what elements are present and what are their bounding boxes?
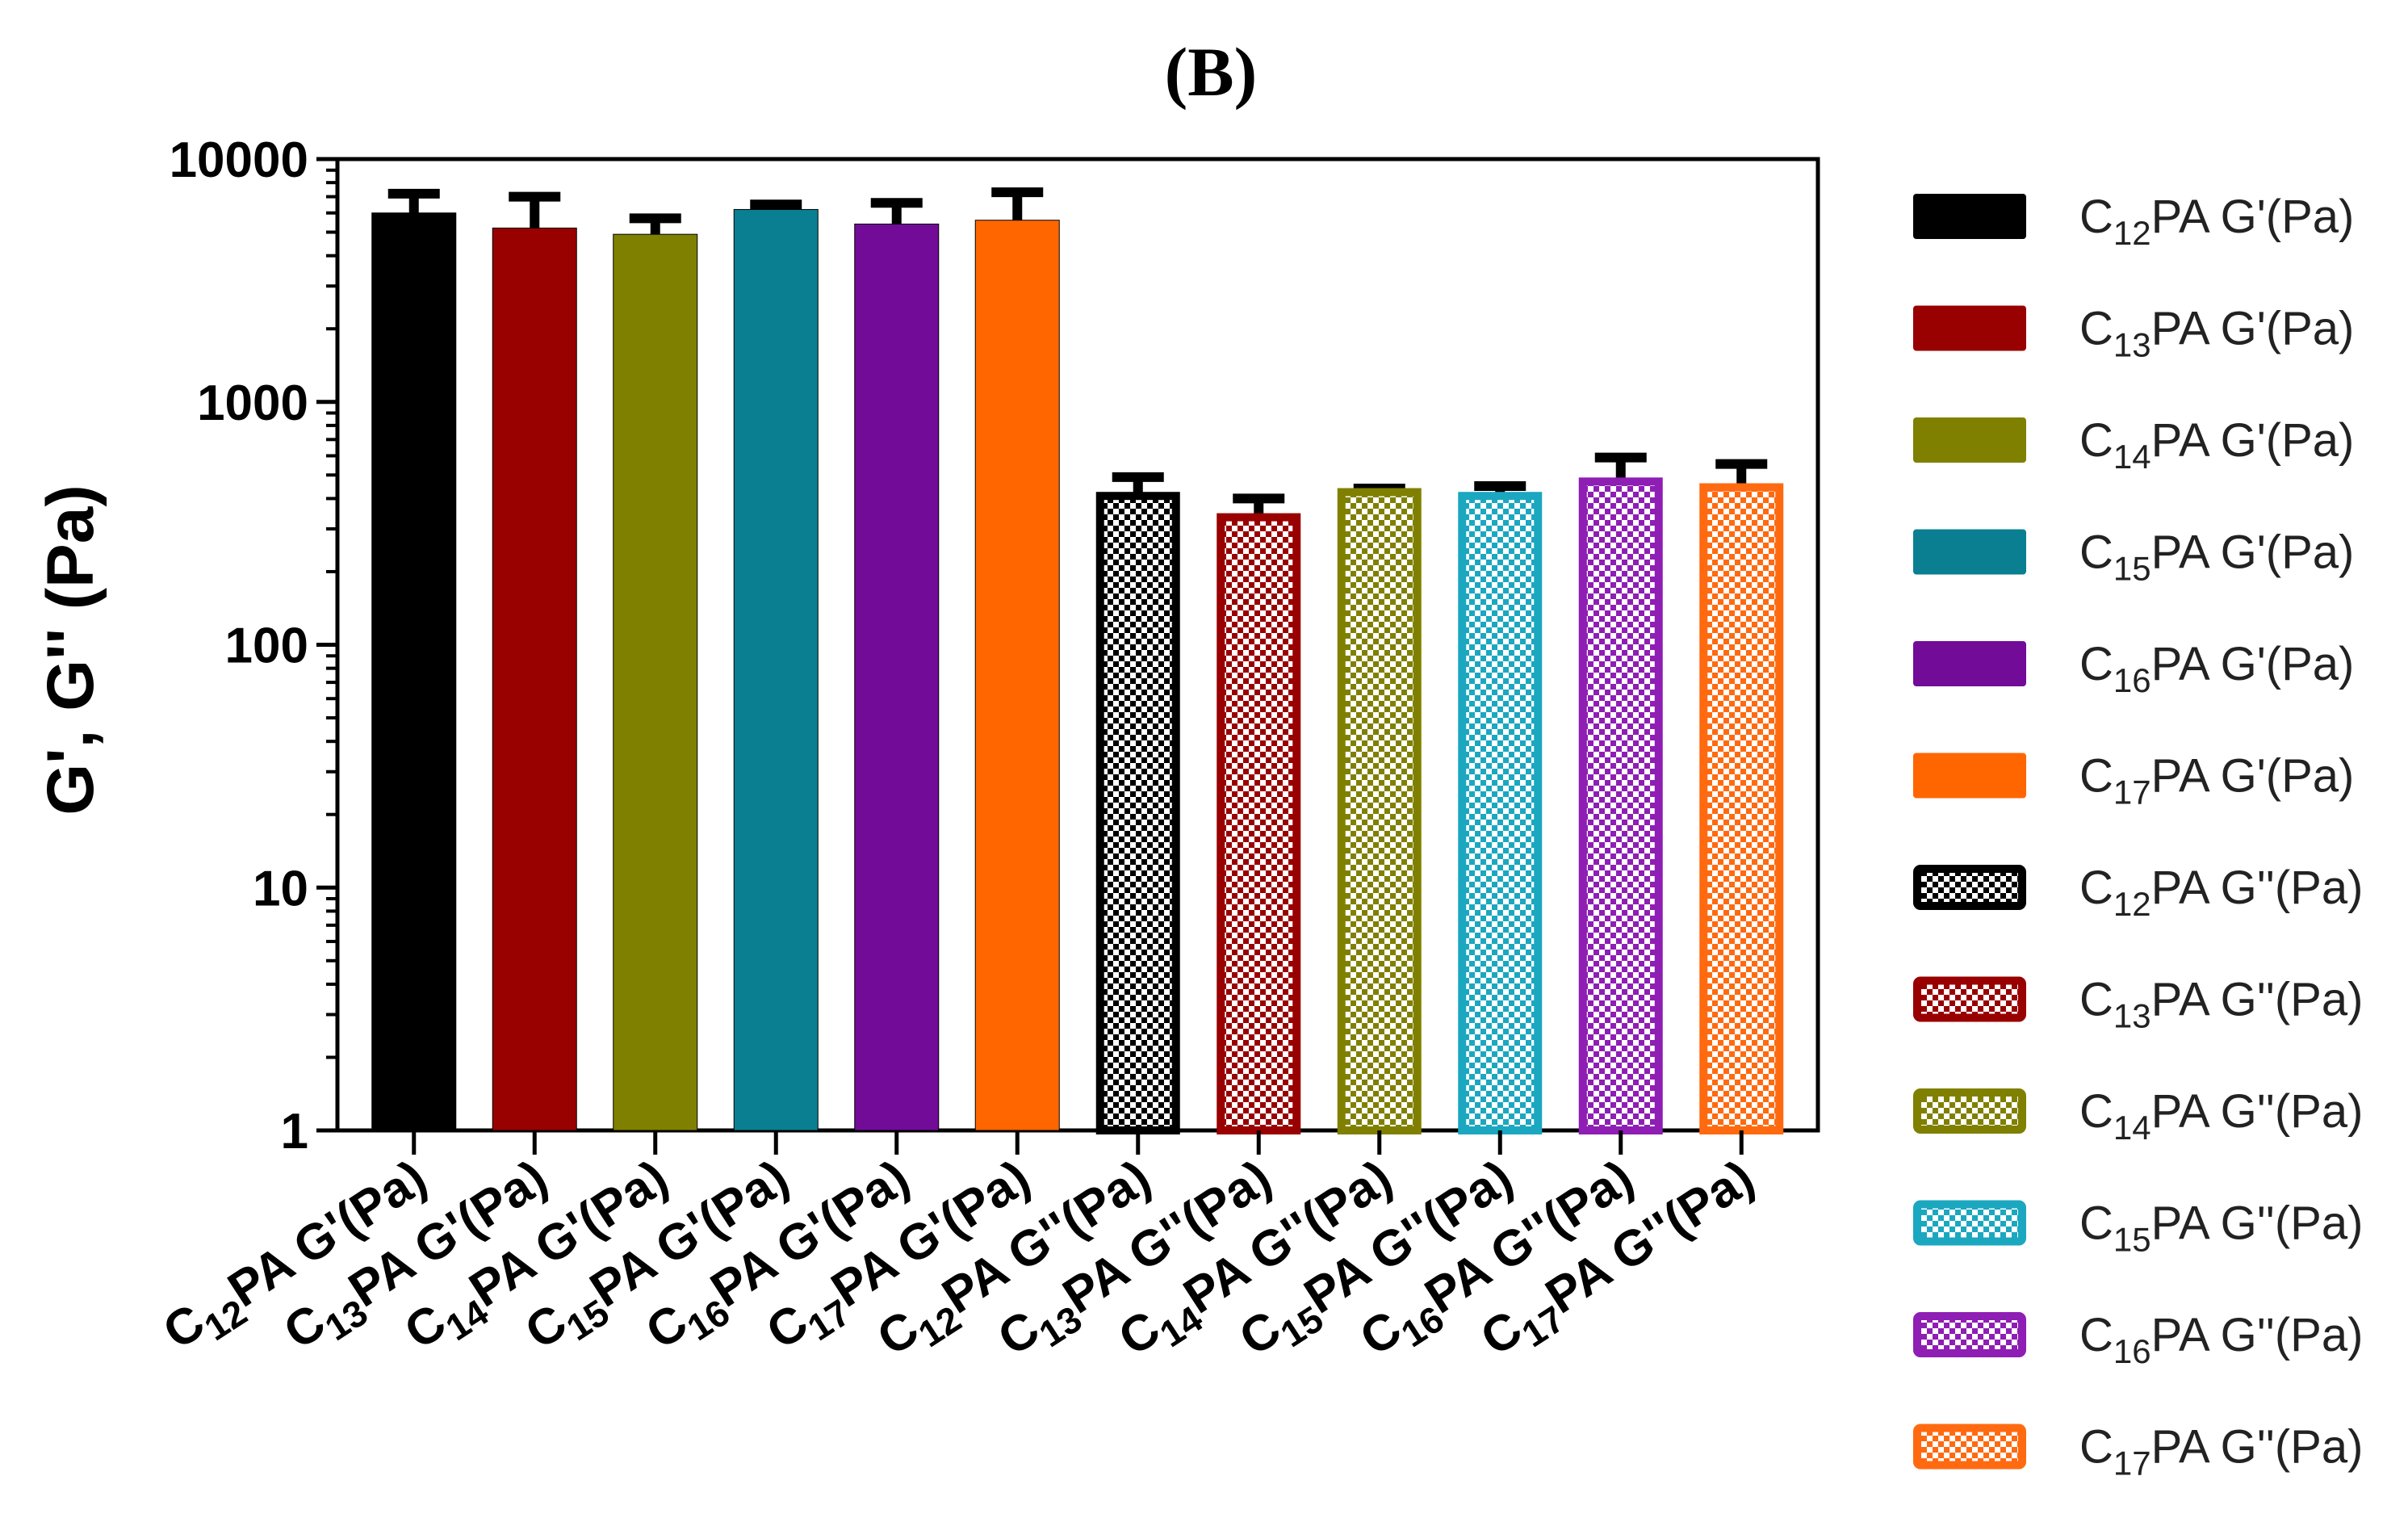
legend-swatch [1913,529,2026,575]
legend: C12PA G'(Pa) C13PA G'(Pa) C14PA G'(Pa) C15P… [1913,191,2363,1482]
bar [974,220,1060,1131]
legend-swatch [1913,1088,2026,1134]
legend-swatch [1913,865,2026,910]
legend-label: C17PA G'(Pa) [2079,750,2354,811]
y-tick-label: 10 [253,861,308,916]
legend-swatch [1913,1424,2026,1470]
legend-label: C15PA G''(Pa) [2079,1197,2363,1259]
legend-item: C16PA G''(Pa) [1913,1309,2363,1370]
legend-label: C13PA G''(Pa) [2079,974,2363,1035]
legend-swatch [1913,194,2026,239]
bar [613,233,698,1131]
legend-swatch [1913,1312,2026,1357]
bar-group: C12PA G'(Pa) [153,188,457,1361]
legend-item: C15PA G'(Pa) [1913,526,2354,588]
y-tick-label: 1 [281,1104,308,1159]
y-tick-label: 100 [225,619,308,674]
bar [1337,488,1422,1134]
bar [1095,492,1180,1134]
y-tick-label: 10000 [170,132,308,188]
bar [492,227,577,1131]
legend-swatch [1913,417,2026,463]
legend-label: C16PA G'(Pa) [2079,638,2354,699]
legend-item: C12PA G'(Pa) [1913,191,2354,252]
legend-label: C12PA G'(Pa) [2079,191,2354,252]
legend-item: C12PA G''(Pa) [1913,862,2363,923]
legend-item: C14PA G'(Pa) [1913,414,2354,476]
legend-item: C15PA G''(Pa) [1913,1197,2363,1259]
legend-item: C17PA G'(Pa) [1913,750,2354,811]
bar [1699,483,1784,1134]
bar [854,223,940,1131]
chart-title: (B) [1165,33,1258,111]
legend-label: C14PA G'(Pa) [2079,414,2354,476]
legend-label: C13PA G'(Pa) [2079,303,2354,364]
y-tick-label: 1000 [197,375,308,431]
bar [1458,492,1543,1134]
legend-label: C15PA G'(Pa) [2079,526,2354,588]
legend-swatch [1913,305,2026,351]
legend-label: C17PA G''(Pa) [2079,1421,2363,1482]
legend-label: C16PA G''(Pa) [2079,1309,2363,1370]
y-axis: 1 10 100 1000 10000 [170,132,337,1159]
legend-label: C12PA G''(Pa) [2079,862,2363,923]
bar [733,208,819,1131]
legend-item: C13PA G''(Pa) [1913,974,2363,1035]
legend-item: C16PA G'(Pa) [1913,638,2354,699]
legend-item: C14PA G''(Pa) [1913,1085,2363,1147]
legend-swatch [1913,976,2026,1022]
legend-item: C13PA G'(Pa) [1913,303,2354,364]
legend-swatch [1913,641,2026,686]
legend-label: C14PA G''(Pa) [2079,1085,2363,1147]
legend-swatch [1913,1200,2026,1246]
legend-item: C17PA G''(Pa) [1913,1421,2363,1482]
bar [371,212,457,1131]
bar [1217,513,1301,1134]
legend-swatch [1913,753,2026,799]
bar [1578,477,1663,1134]
y-axis-label: G', G'' (Pa) [34,484,107,815]
